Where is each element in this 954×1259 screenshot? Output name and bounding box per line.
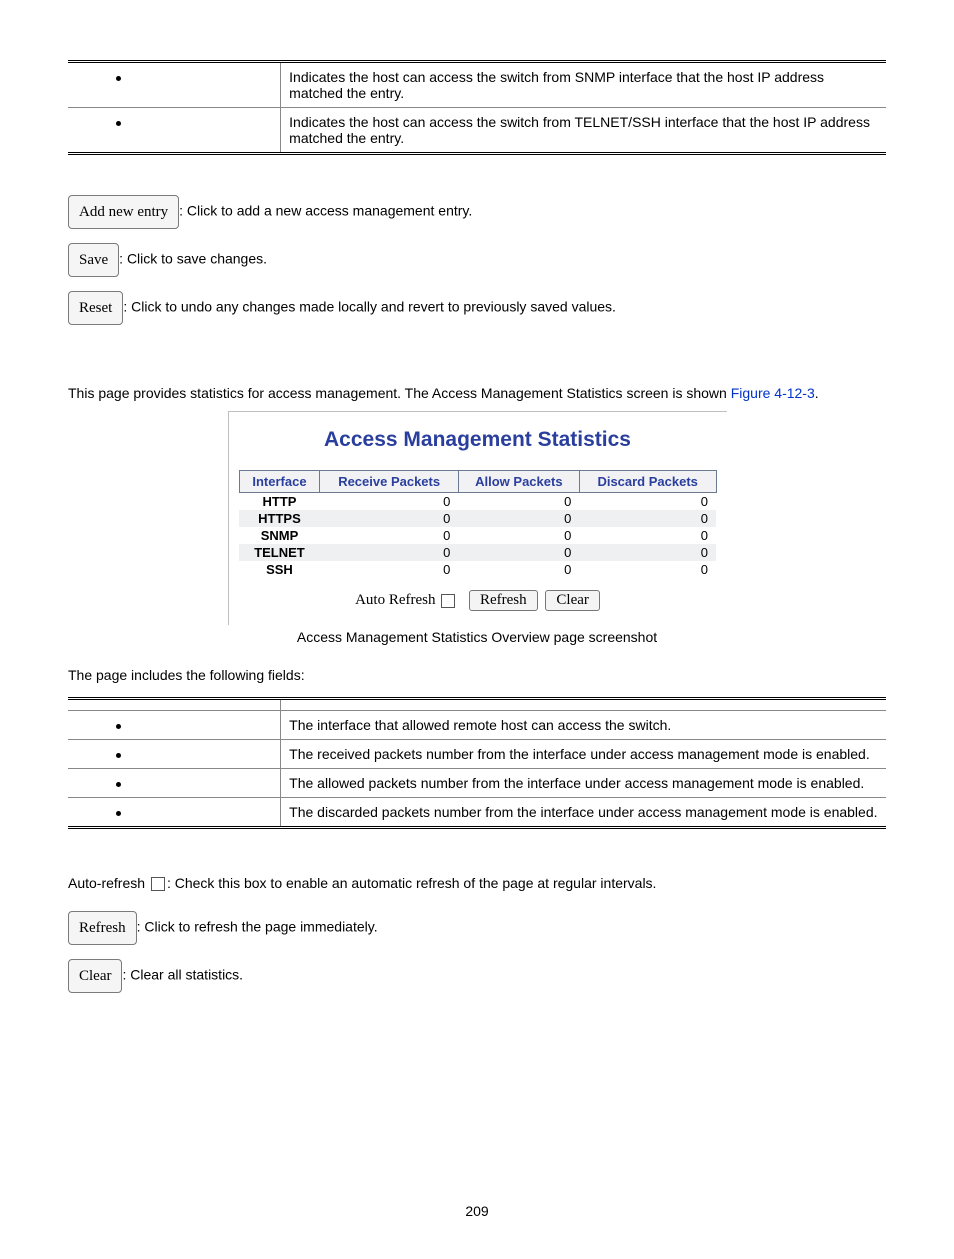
refresh-button[interactable]: Refresh [68, 911, 137, 945]
intro-paragraph: This page provides statistics for access… [68, 385, 886, 401]
discard-cell: 0 [579, 561, 716, 578]
desc-cell: The allowed packets number from the inte… [281, 769, 886, 798]
clear-button[interactable]: Clear [545, 590, 599, 611]
fields-desc-table: The interface that allowed remote host c… [68, 697, 886, 829]
stats-table: Interface Receive Packets Allow Packets … [239, 470, 717, 578]
desc-cell: Indicates the host can access the switch… [281, 108, 886, 154]
desc-cell: The received packets number from the int… [281, 740, 886, 769]
col-discard: Discard Packets [579, 471, 716, 493]
action-desc: : Click to add a new access management e… [179, 203, 472, 219]
autorefresh-line: Auto-refresh : Check this box to enable … [68, 869, 886, 897]
recv-cell: 0 [320, 510, 458, 527]
page-number: 209 [68, 1203, 886, 1219]
text: This page provides statistics for access… [68, 385, 731, 401]
iface-cell: TELNET [239, 544, 320, 561]
allow-cell: 0 [458, 527, 579, 544]
bullet-icon [116, 753, 121, 758]
col-interface: Interface [239, 471, 320, 493]
bullet-icon [116, 811, 121, 816]
action-row: Clear: Clear all statistics. [68, 959, 886, 993]
table-row: SNMP000 [239, 527, 716, 544]
recv-cell: 0 [320, 561, 458, 578]
bullet-icon [116, 724, 121, 729]
text: : Check this box to enable an automatic … [167, 875, 657, 891]
action-desc: : Click to refresh the page immediately. [137, 919, 378, 935]
auto-refresh-label: Auto Refresh [355, 592, 435, 608]
iface-cell: SSH [239, 561, 320, 578]
action-row: Save: Click to save changes. [68, 243, 886, 277]
iface-cell: HTTPS [239, 510, 320, 527]
table-row: HTTPS000 [239, 510, 716, 527]
col-receive: Receive Packets [320, 471, 458, 493]
allow-cell: 0 [458, 544, 579, 561]
allow-cell: 0 [458, 561, 579, 578]
desc-cell: The interface that allowed remote host c… [281, 711, 886, 740]
table-row: HTTP000 [239, 493, 716, 511]
snmp-telnet-desc-table: Indicates the host can access the switch… [68, 60, 886, 155]
iface-cell: SNMP [239, 527, 320, 544]
bullet-icon [116, 121, 121, 126]
text: . [815, 385, 819, 401]
figure-caption: Access Management Statistics Overview pa… [68, 629, 886, 645]
recv-cell: 0 [320, 527, 458, 544]
discard-cell: 0 [579, 493, 716, 511]
action-desc: : Clear all statistics. [122, 967, 243, 983]
bullet-icon [116, 76, 121, 81]
desc-cell: The discarded packets number from the in… [281, 798, 886, 828]
iface-cell: HTTP [239, 493, 320, 511]
desc-cell: Indicates the host can access the switch… [281, 62, 886, 108]
action-row: Reset: Click to undo any changes made lo… [68, 291, 886, 325]
col-allow: Allow Packets [458, 471, 579, 493]
table-row: SSH000 [239, 561, 716, 578]
discard-cell: 0 [579, 544, 716, 561]
auto-refresh-checkbox-inline[interactable] [151, 877, 165, 891]
reset-button[interactable]: Reset [68, 291, 123, 325]
text: Auto-refresh [68, 875, 149, 891]
allow-cell: 0 [458, 493, 579, 511]
action-desc: : Click to undo any changes made locally… [123, 299, 616, 315]
refresh-button[interactable]: Refresh [469, 590, 538, 611]
fields-intro: The page includes the following fields: [68, 667, 886, 683]
discard-cell: 0 [579, 510, 716, 527]
action-row: Refresh: Click to refresh the page immed… [68, 911, 886, 945]
clear-button[interactable]: Clear [68, 959, 122, 993]
bullet-icon [116, 782, 121, 787]
stats-panel: Access Management Statistics Interface R… [228, 411, 727, 625]
recv-cell: 0 [320, 493, 458, 511]
auto-refresh-checkbox[interactable] [441, 594, 455, 608]
allow-cell: 0 [458, 510, 579, 527]
figure-link[interactable]: Figure 4-12-3 [731, 385, 815, 401]
add-new-entry-button[interactable]: Add new entry [68, 195, 179, 229]
stats-title: Access Management Statistics [239, 428, 717, 452]
action-row: Add new entry: Click to add a new access… [68, 195, 886, 229]
stats-controls: Auto Refresh Refresh Clear [239, 590, 717, 611]
save-button[interactable]: Save [68, 243, 119, 277]
action-desc: : Click to save changes. [119, 251, 267, 267]
discard-cell: 0 [579, 527, 716, 544]
table-row: TELNET000 [239, 544, 716, 561]
recv-cell: 0 [320, 544, 458, 561]
